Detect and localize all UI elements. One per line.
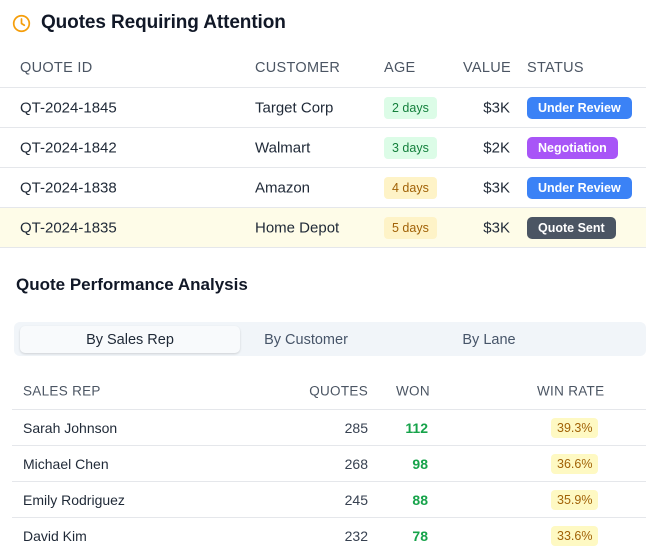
win-rate-badge: 39.3% bbox=[551, 417, 599, 438]
tab-by-sales-rep[interactable]: By Sales Rep bbox=[20, 326, 240, 353]
col-sales-rep: SALES REP bbox=[23, 383, 101, 398]
performance-title: Quote Performance Analysis bbox=[16, 275, 248, 294]
quotes-count: 285 bbox=[344, 419, 368, 436]
attention-title: Quotes Requiring Attention bbox=[41, 12, 286, 33]
performance-table: SALES REP QUOTES WON WIN RATE Sarah John… bbox=[12, 372, 646, 550]
status-badge: Quote Sent bbox=[527, 216, 616, 239]
won-count: 78 bbox=[412, 527, 428, 544]
quote-id: QT-2024-1845 bbox=[20, 99, 117, 116]
customer-name: Home Depot bbox=[255, 219, 340, 236]
table-row[interactable]: QT-2024-1842 Walmart 3 days $2K Negotiation bbox=[0, 128, 646, 168]
col-status: STATUS bbox=[527, 59, 584, 76]
age-badge: 2 days bbox=[384, 96, 437, 119]
col-age: AGE bbox=[384, 59, 416, 76]
sales-rep-name: Sarah Johnson bbox=[23, 419, 118, 436]
sales-rep-name: Michael Chen bbox=[23, 455, 109, 472]
tab-by-customer[interactable]: By Customer bbox=[264, 331, 348, 348]
table-row[interactable]: QT-2024-1838 Amazon 4 days $3K Under Review bbox=[0, 168, 646, 208]
clock-icon bbox=[12, 14, 31, 32]
quote-id: QT-2024-1835 bbox=[20, 219, 117, 236]
table-row: Sarah Johnson 285 112 39.3% bbox=[12, 410, 646, 446]
status-badge: Under Review bbox=[527, 176, 632, 199]
col-won: WON bbox=[396, 383, 430, 398]
table-row[interactable]: QT-2024-1845 Target Corp 2 days $3K Under Re… bbox=[0, 88, 646, 128]
table-row[interactable]: QT-2024-1835 Home Depot 5 days $3K Quote Sen… bbox=[0, 208, 646, 248]
win-rate-badge: 35.9% bbox=[551, 489, 599, 510]
age-badge: 5 days bbox=[384, 216, 437, 239]
win-rate-badge: 36.6% bbox=[551, 453, 599, 474]
quote-id: QT-2024-1842 bbox=[20, 139, 117, 156]
quote-value: $2K bbox=[483, 139, 510, 156]
sales-rep-name: David Kim bbox=[23, 527, 87, 544]
quotes-count: 232 bbox=[344, 527, 368, 544]
quotes-count: 245 bbox=[344, 491, 368, 508]
table-row: Michael Chen 268 98 36.6% bbox=[12, 446, 646, 482]
won-count: 88 bbox=[412, 491, 428, 508]
performance-tabs: By Sales Rep By Customer By Lane bbox=[14, 322, 646, 356]
quote-value: $3K bbox=[483, 179, 510, 196]
col-value: VALUE bbox=[463, 59, 511, 76]
table-row: Emily Rodriguez 245 88 35.9% bbox=[12, 482, 646, 518]
tab-by-lane[interactable]: By Lane bbox=[462, 331, 516, 348]
age-badge: 4 days bbox=[384, 176, 437, 199]
customer-name: Target Corp bbox=[255, 99, 334, 116]
age-badge: 3 days bbox=[384, 136, 437, 159]
quote-id: QT-2024-1838 bbox=[20, 179, 117, 196]
win-rate-badge: 33.6% bbox=[551, 525, 599, 546]
quote-value: $3K bbox=[483, 219, 510, 236]
col-quotes: QUOTES bbox=[309, 383, 368, 398]
status-badge: Under Review bbox=[527, 96, 632, 119]
col-customer: CUSTOMER bbox=[255, 59, 341, 76]
attention-table-header: QUOTE ID CUSTOMER AGE VALUE STATUS bbox=[0, 48, 646, 88]
quote-value: $3K bbox=[483, 99, 510, 116]
won-count: 112 bbox=[405, 419, 428, 436]
quotes-count: 268 bbox=[344, 455, 368, 472]
sales-rep-name: Emily Rodriguez bbox=[23, 491, 125, 508]
attention-table: QUOTE ID CUSTOMER AGE VALUE STATUS QT-20… bbox=[0, 48, 646, 248]
won-count: 98 bbox=[412, 455, 428, 472]
performance-table-header: SALES REP QUOTES WON WIN RATE bbox=[12, 372, 646, 410]
col-win-rate: WIN RATE bbox=[537, 383, 605, 398]
status-badge: Negotiation bbox=[527, 136, 618, 159]
customer-name: Walmart bbox=[255, 139, 311, 156]
attention-header: Quotes Requiring Attention bbox=[12, 12, 286, 34]
table-row: David Kim 232 78 33.6% bbox=[12, 518, 646, 550]
col-quote-id: QUOTE ID bbox=[20, 59, 93, 76]
customer-name: Amazon bbox=[255, 179, 311, 196]
